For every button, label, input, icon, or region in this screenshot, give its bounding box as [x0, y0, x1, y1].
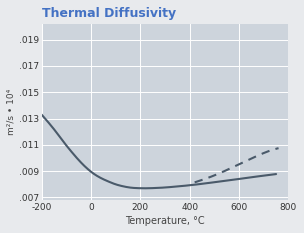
Text: Thermal Diffusivity: Thermal Diffusivity — [42, 7, 176, 20]
Y-axis label: m²/s • 10⁴: m²/s • 10⁴ — [7, 89, 16, 135]
X-axis label: Temperature, °C: Temperature, °C — [125, 216, 205, 226]
